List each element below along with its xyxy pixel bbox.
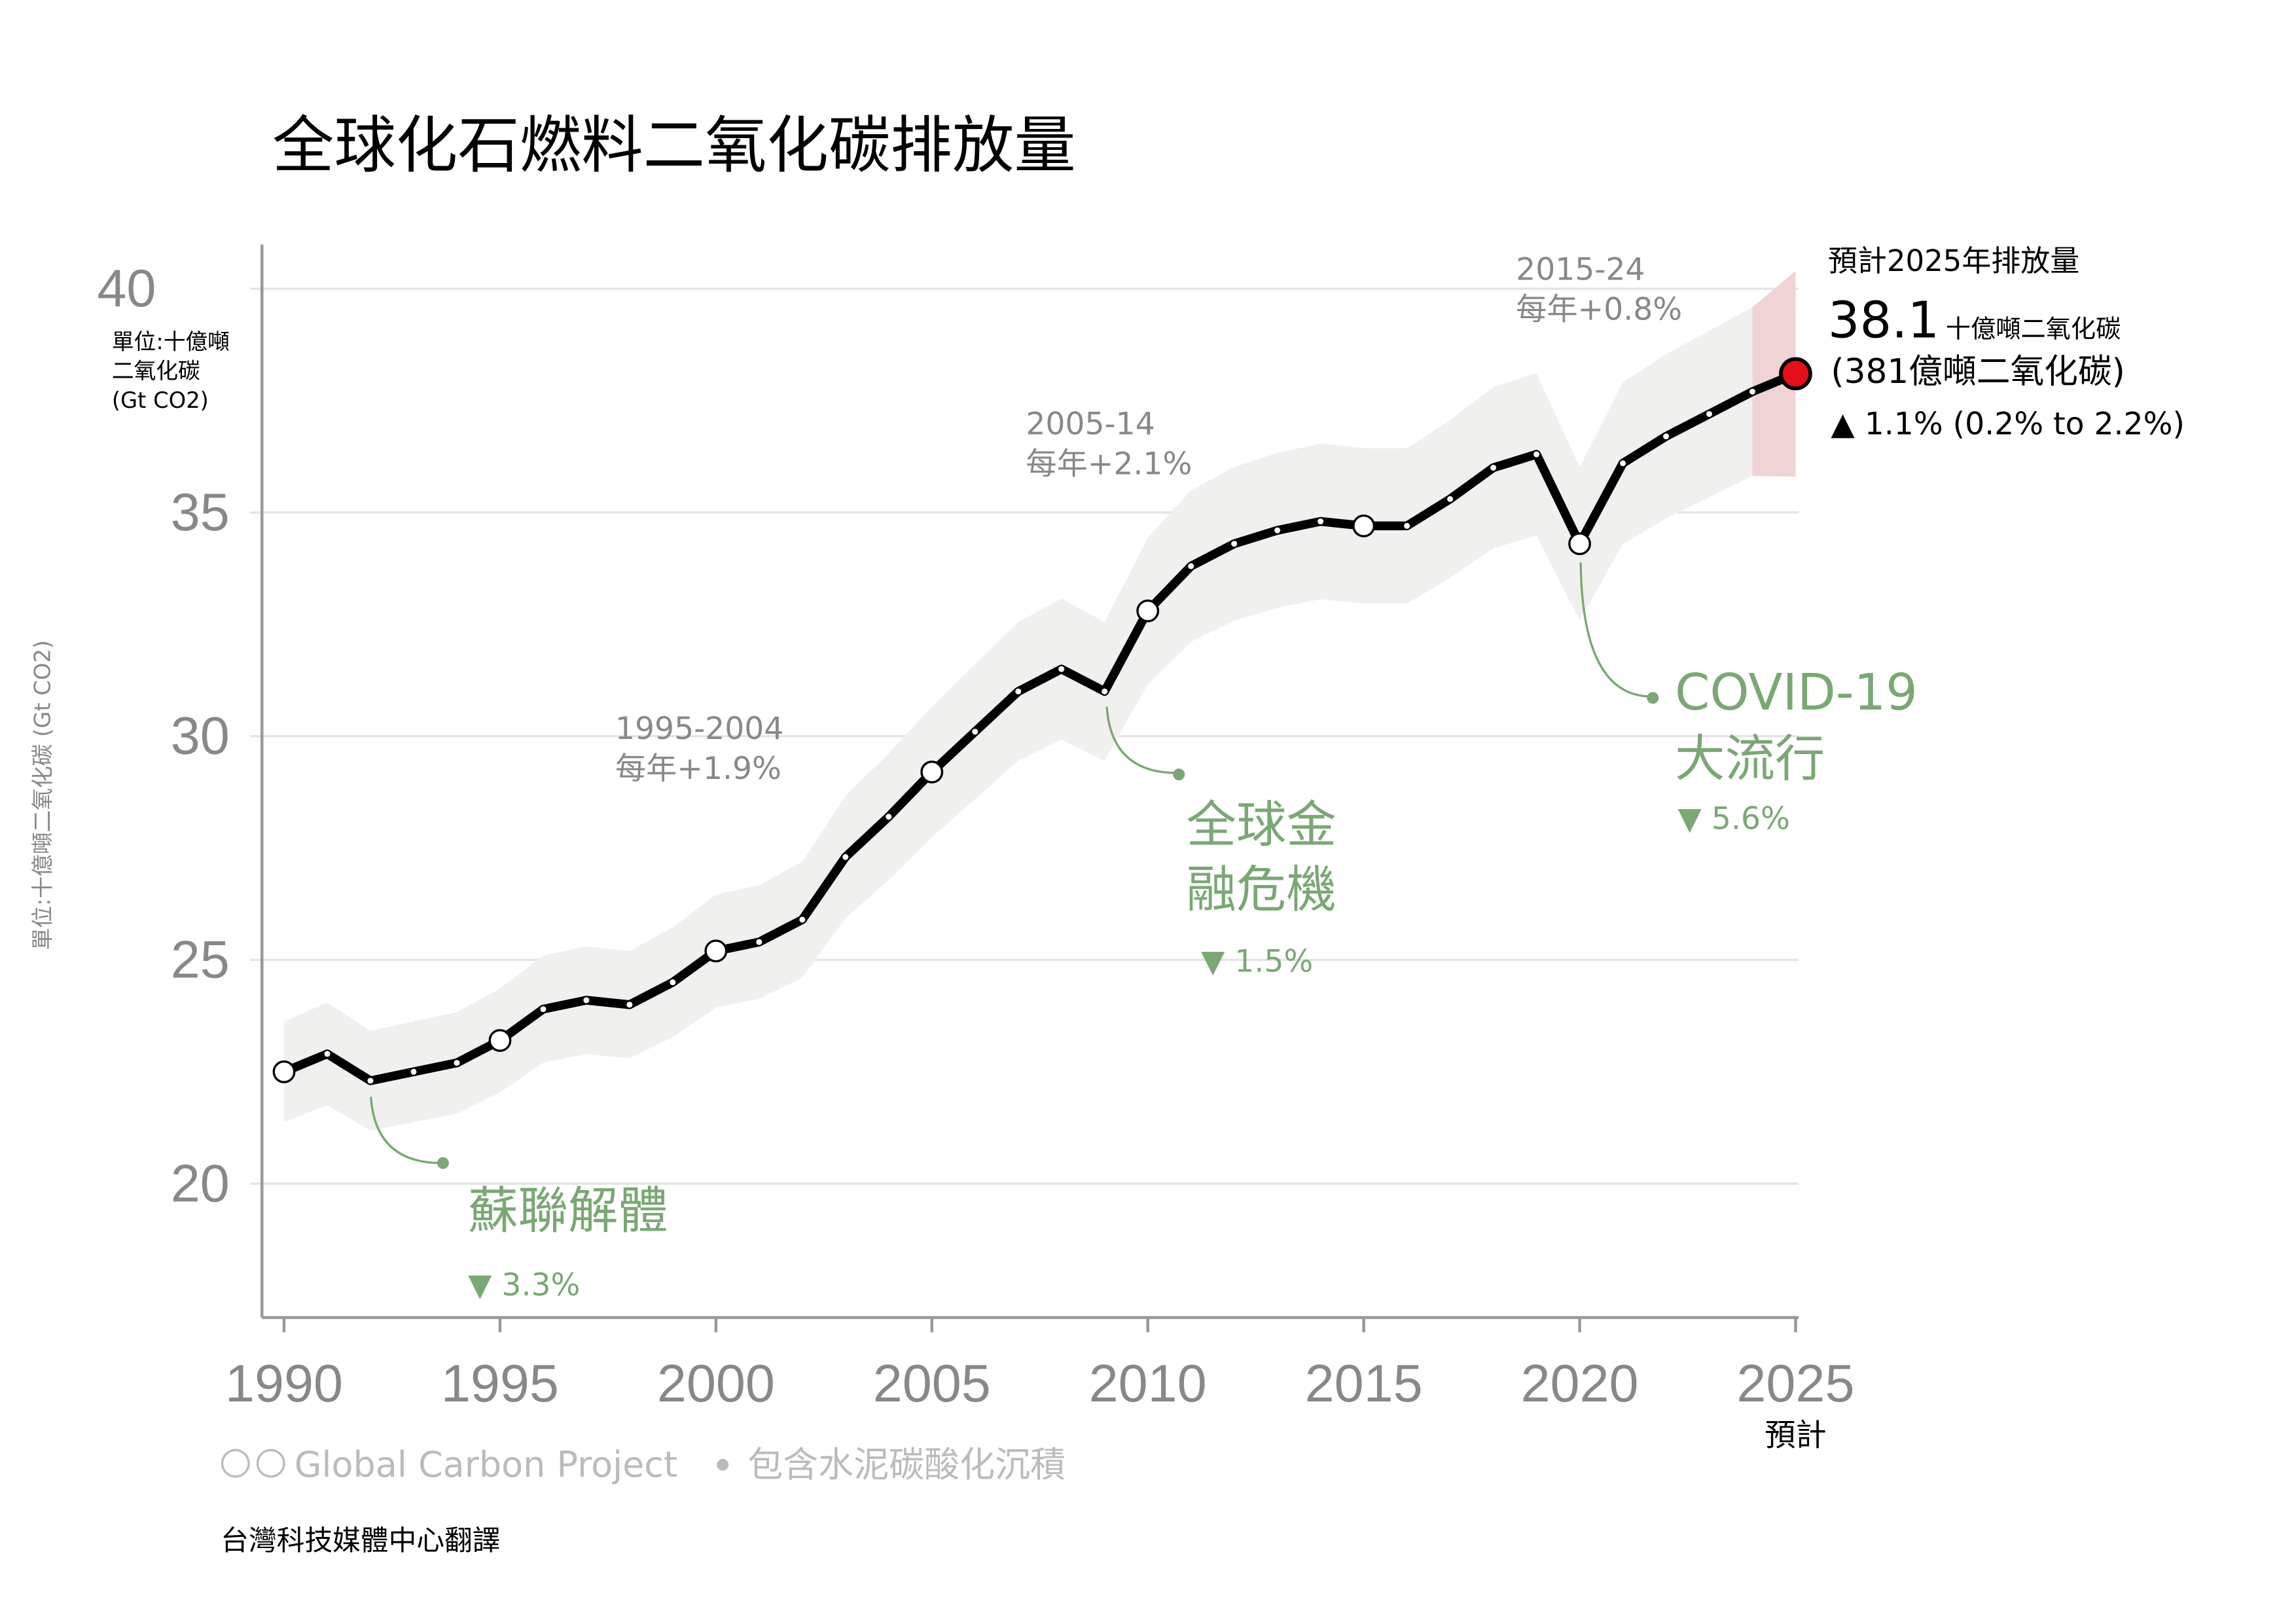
x-tick-label: 2015 [1305,1354,1423,1413]
projection-heading: 預計2025年排放量 [1828,244,2079,278]
data-point [583,997,590,1003]
data-point-highlight [1136,599,1160,623]
y-tick-label: 35 [171,483,230,542]
x-tick-label: 1995 [441,1354,559,1413]
data-point [1749,388,1755,395]
event-label: COVID-19 [1675,664,1918,722]
data-point-highlight [272,1060,296,1083]
data-point [1620,460,1626,467]
data-point [626,1001,633,1008]
emissions-series-line [282,369,1798,1085]
event-label: 全球金 [1186,797,1336,855]
cc-license-icon [221,1449,285,1478]
event-label: 蘇聯解體 [468,1182,668,1240]
x-tick-sublabel: 預計 [1765,1418,1826,1454]
y-tick-label: 40 [97,259,156,318]
data-point [324,1051,331,1057]
chart-title: 全球化石燃料二氧化碳排放量 [272,109,1076,181]
data-point-highlight [920,760,944,784]
data-point [1447,496,1454,502]
projection-band [1752,270,1796,477]
event-label: 融危機 [1186,861,1336,920]
x-tick-labels: 1990 1995 2000 2005 2010 2015 2020 2025 預計 [225,1317,1854,1454]
y-tick-label: 25 [171,930,230,989]
source-text: Global Carbon Project [295,1444,677,1485]
data-point [1188,563,1194,569]
data-point [1706,410,1712,417]
emissions-line [272,357,1812,1085]
data-point-highlight [1568,532,1591,556]
data-point [799,916,806,923]
data-point [1231,541,1238,547]
data-point [367,1077,374,1084]
translation-credit: 台灣科技媒體中心翻譯 [221,1525,500,1557]
data-point-highlight [704,939,728,963]
period-years: 1995-2004 [615,711,783,747]
period-years: 2015-24 [1516,252,1645,288]
data-point [842,854,849,860]
footer: Global Carbon Project 包含水泥碳酸化沉積 台灣科技媒體中心… [221,1444,1066,1557]
x-tick-label: 2025 [1736,1354,1854,1413]
projection-callout: 預計2025年排放量 38.1 十億噸二氧化碳 (381億噸二氧化碳) ▲ 1.… [1828,244,2185,442]
x-tick-label: 2020 [1520,1354,1638,1413]
x-tick-label: 2000 [657,1354,775,1413]
data-point [1015,688,1022,695]
x-tick-label: 1990 [225,1354,343,1413]
projection-change: ▲ 1.1% (0.2% to 2.2%) [1831,406,2184,442]
event-annotations: 蘇聯解體 ▼ 3.3% 全球金 融危機 ▼ 1.5% COVID-19 大流行 … [369,562,1918,1303]
projection-point [1779,357,1812,391]
period-rate: 每年+2.1% [1026,446,1192,482]
projection-unit: 十億噸二氧化碳 [1946,315,2121,344]
y-axis-title: 單位:十億噸二氧化碳 (Gt CO2) [29,640,55,950]
y-tick-label: 20 [171,1154,230,1213]
data-point [1404,522,1410,529]
projection-alt-value: (381億噸二氧化碳) [1831,352,2125,391]
separator-dot [717,1458,729,1471]
period-rate: 每年+0.8% [1516,291,1682,327]
event-change: ▼ 1.5% [1201,943,1313,979]
data-point [670,979,676,986]
event-change: ▼ 3.3% [468,1267,580,1303]
data-point-highlight [1352,514,1376,537]
data-point [886,814,892,820]
data-point [540,1006,547,1013]
uncertainty-band-area [284,307,1753,1131]
data-point [1058,666,1065,672]
footer-note: 包含水泥碳酸化沉積 [747,1444,1066,1485]
event-label: 大流行 [1675,730,1825,788]
data-point [1318,518,1324,525]
data-point [1102,688,1108,695]
data-point [410,1068,417,1075]
projection-value: 38.1 [1828,291,1939,350]
event-change: ▼ 5.6% [1678,801,1790,837]
data-point [1274,527,1281,533]
data-point-highlight [488,1029,512,1052]
x-tick-label: 2005 [873,1354,991,1413]
period-rate: 每年+1.9% [615,751,781,787]
period-annotations: 1995-2004 每年+1.9% 2005-14 每年+2.1% 2015-2… [615,252,1682,787]
data-point [1662,433,1669,440]
uncertainty-band [284,270,1796,1131]
x-tick-label: 2010 [1089,1354,1207,1413]
data-point [1490,465,1497,471]
data-point [1534,451,1540,458]
period-years: 2005-14 [1026,406,1155,442]
unit-label: 單位:十億噸 二氧化碳 (Gt CO2) [112,329,237,413]
y-tick-labels: 20 25 30 35 40 [97,259,229,1213]
data-point [454,1060,460,1066]
data-point [972,729,978,735]
y-tick-label: 30 [171,707,230,766]
data-point [756,939,762,945]
